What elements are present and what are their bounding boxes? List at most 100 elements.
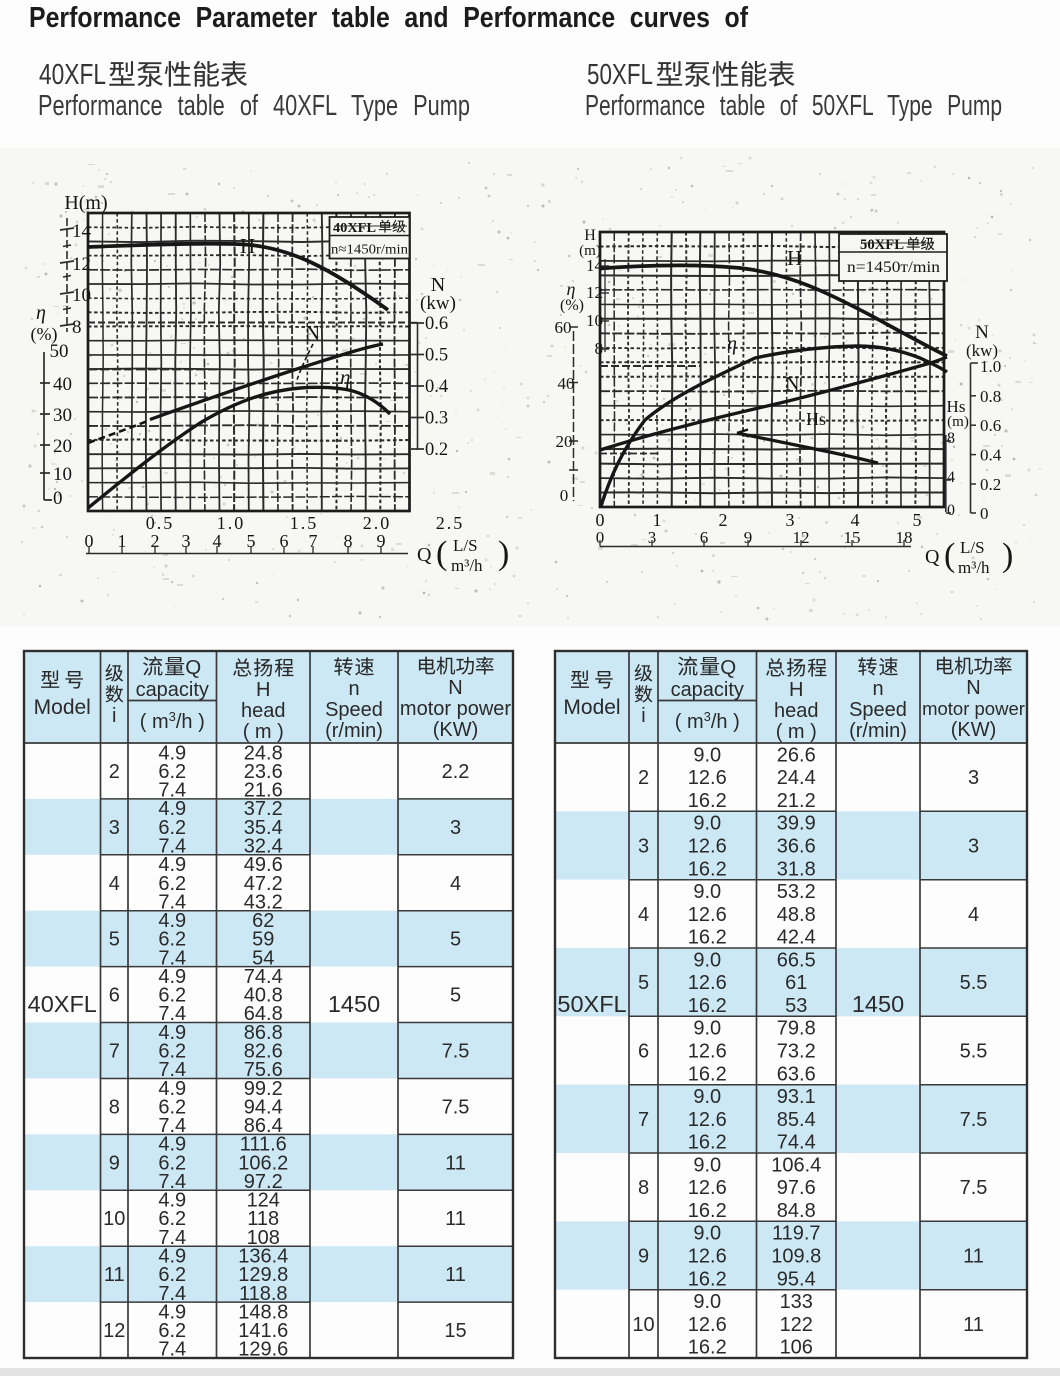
svg-text:94.4: 94.4 [244,1096,283,1118]
svg-text:2: 2 [109,761,120,783]
svg-text:106: 106 [780,1337,813,1359]
svg-text:Performance table of 40XFL Typ: Performance table of 40XFL Type Pump [38,90,470,122]
svg-text:9.0: 9.0 [693,1154,721,1176]
svg-text:106.2: 106.2 [238,1152,288,1174]
svg-text:0: 0 [596,510,605,530]
svg-text:3: 3 [786,510,795,530]
svg-text:11: 11 [104,1264,125,1286]
svg-text:16.2: 16.2 [688,1268,727,1290]
svg-text:61: 61 [785,972,807,994]
svg-text:0.5: 0.5 [146,513,175,533]
svg-text:12: 12 [586,283,603,302]
svg-text:H: H [240,234,255,258]
svg-text:6.2: 6.2 [158,1096,186,1118]
svg-text:141.6: 141.6 [238,1320,288,1342]
svg-text:85.4: 85.4 [777,1109,816,1131]
svg-text:31.8: 31.8 [777,858,816,880]
svg-text:8: 8 [72,317,82,338]
svg-text:0: 0 [596,528,605,547]
svg-text:86.4: 86.4 [244,1115,283,1137]
svg-text:3: 3 [968,767,979,789]
svg-text:40.8: 40.8 [244,985,283,1007]
svg-text:6: 6 [280,531,289,551]
svg-text:66.5: 66.5 [777,949,816,971]
svg-text:11: 11 [445,1152,466,1174]
svg-text:2: 2 [151,531,160,551]
svg-text:4: 4 [851,510,860,530]
svg-text:4: 4 [638,904,649,926]
svg-text:7.4: 7.4 [158,947,186,969]
svg-text:H: H [789,679,803,701]
svg-text:Model: Model [563,696,620,719]
svg-text:5: 5 [247,531,256,551]
svg-text:head: head [774,700,819,722]
svg-text:7.4: 7.4 [158,1171,186,1193]
svg-text:4: 4 [109,873,120,895]
svg-text:26.6: 26.6 [777,744,816,766]
svg-text:3: 3 [450,817,461,839]
svg-text:47.2: 47.2 [244,873,283,895]
svg-text:24.4: 24.4 [777,767,816,789]
svg-text:12.6: 12.6 [688,1177,727,1199]
svg-text:7.4: 7.4 [158,1283,186,1305]
svg-text:40XFL: 40XFL [333,221,376,236]
svg-text:H: H [584,227,596,244]
svg-text:Model: Model [34,696,91,719]
svg-text:59: 59 [252,929,274,951]
svg-text:Hs: Hs [806,409,826,429]
svg-text:39.9: 39.9 [777,813,816,835]
svg-text:3: 3 [109,817,120,839]
svg-text:N: N [966,677,980,699]
svg-text:0: 0 [85,531,94,551]
svg-text:Performance Parameter table an: Performance Parameter table and Performa… [29,2,748,34]
svg-text:24.8: 24.8 [244,742,283,764]
svg-text:Q: Q [925,546,940,568]
svg-text:η: η [727,333,737,355]
svg-text:40XFL: 40XFL [39,59,106,91]
svg-text:6.2: 6.2 [158,761,186,783]
svg-text:6.2: 6.2 [158,1264,186,1286]
svg-text:6.2: 6.2 [158,985,186,1007]
svg-text:9.0: 9.0 [693,1223,721,1245]
svg-text:(: ( [944,537,955,574]
svg-text:40: 40 [558,374,575,393]
svg-text:15: 15 [844,528,861,547]
svg-text:3: 3 [968,836,979,858]
svg-text:7.5: 7.5 [960,1177,988,1199]
svg-text:(kw): (kw) [966,341,998,360]
svg-text:8: 8 [595,339,604,358]
svg-text:12.6: 12.6 [688,1109,727,1131]
svg-text:0.2: 0.2 [980,475,1001,494]
svg-text:2: 2 [638,767,649,789]
svg-text:(r/min): (r/min) [325,720,383,742]
svg-text:n: n [348,678,359,700]
svg-text:32.4: 32.4 [244,836,283,858]
svg-text:111.6: 111.6 [240,1134,287,1156]
svg-text:12: 12 [103,1320,125,1342]
svg-text:148.8: 148.8 [238,1301,288,1323]
svg-text:12.6: 12.6 [688,972,727,994]
svg-text:73.2: 73.2 [777,1041,816,1063]
svg-text:8: 8 [638,1177,649,1199]
svg-text:20: 20 [53,436,72,457]
svg-text:10: 10 [586,311,603,330]
svg-text:16.2: 16.2 [688,858,727,880]
svg-text:N: N [448,677,462,699]
svg-text:12: 12 [72,254,91,275]
svg-text:14: 14 [72,221,92,242]
svg-text:9.0: 9.0 [693,881,721,903]
svg-text:6.2: 6.2 [158,1208,186,1230]
svg-text:16.2: 16.2 [688,927,727,949]
svg-text:4: 4 [213,531,222,551]
svg-text:4.9: 4.9 [158,854,186,876]
svg-text:Speed: Speed [325,699,383,721]
svg-text:23.6: 23.6 [244,761,283,783]
svg-text:1: 1 [118,531,127,551]
svg-text:42.4: 42.4 [777,927,816,949]
svg-text:5: 5 [450,985,461,1007]
svg-text:6: 6 [109,985,120,1007]
svg-text:N: N [975,322,989,343]
svg-text:η: η [567,279,576,299]
svg-text:7.4: 7.4 [158,891,186,913]
svg-text:(KW): (KW) [433,719,479,741]
